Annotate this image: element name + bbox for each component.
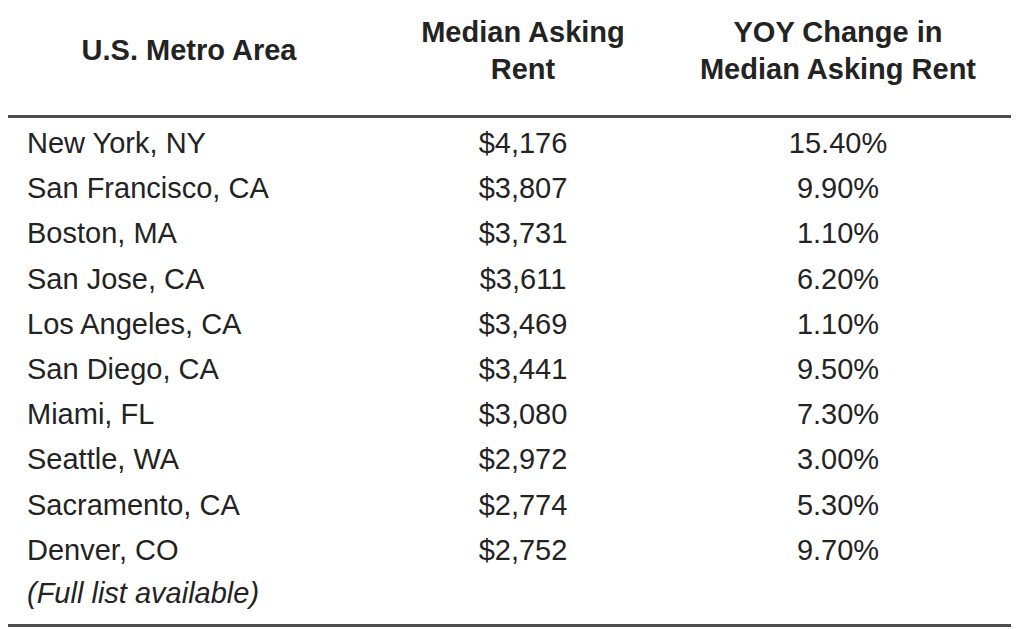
table-row: Miami, FL$3,0807.30% [8, 392, 1011, 437]
yoy-change-cell: 15.40% [676, 121, 1000, 166]
yoy-change-cell: 6.20% [676, 257, 1000, 302]
table-row: Seattle, WA$2,9723.00% [8, 437, 1011, 482]
metro-area-cell: Seattle, WA [8, 437, 370, 482]
column-header-yoy-change: YOY Change inMedian Asking Rent [676, 14, 1000, 88]
table-row: New York, NY$4,17615.40% [8, 121, 1011, 166]
yoy-change-cell: 5.30% [676, 483, 1000, 528]
table-row: Los Angeles, CA$3,4691.10% [8, 302, 1011, 347]
table-body: New York, NY$4,17615.40%San Francisco, C… [8, 118, 1011, 573]
table-row: San Francisco, CA$3,8079.90% [8, 166, 1011, 211]
median-rent-cell: $2,972 [370, 437, 676, 482]
header-line: Median Asking Rent [676, 51, 1000, 88]
median-rent-cell: $3,080 [370, 392, 676, 437]
metro-area-cell: Los Angeles, CA [8, 302, 370, 347]
yoy-change-cell: 9.70% [676, 528, 1000, 573]
table-row: San Diego, CA$3,4419.50% [8, 347, 1011, 392]
yoy-change-cell: 9.50% [676, 347, 1000, 392]
median-rent-cell: $4,176 [370, 121, 676, 166]
table-bottom-rule [8, 624, 1011, 627]
header-line: YOY Change in [676, 14, 1000, 51]
table-row: Denver, CO$2,7529.70% [8, 528, 1011, 573]
table-row: Sacramento, CA$2,7745.30% [8, 483, 1011, 528]
header-line: Median Asking [370, 14, 676, 51]
metro-area-cell: Miami, FL [8, 392, 370, 437]
yoy-change-cell: 1.10% [676, 211, 1000, 256]
metro-area-cell: Boston, MA [8, 211, 370, 256]
metro-area-cell: Denver, CO [8, 528, 370, 573]
metro-area-cell: San Jose, CA [8, 257, 370, 302]
table-header-row: U.S. Metro Area Median AskingRent YOY Ch… [8, 0, 1011, 118]
full-list-note: (Full list available) [0, 573, 1024, 613]
median-rent-cell: $3,731 [370, 211, 676, 256]
median-rent-cell: $3,807 [370, 166, 676, 211]
yoy-change-cell: 1.10% [676, 302, 1000, 347]
column-header-median-asking-rent: Median AskingRent [370, 14, 676, 88]
yoy-change-cell: 9.90% [676, 166, 1000, 211]
rent-table: U.S. Metro Area Median AskingRent YOY Ch… [0, 0, 1024, 629]
metro-area-cell: Sacramento, CA [8, 483, 370, 528]
metro-area-cell: New York, NY [8, 121, 370, 166]
header-line: U.S. Metro Area [8, 32, 370, 69]
metro-area-cell: San Francisco, CA [8, 166, 370, 211]
median-rent-cell: $3,611 [370, 257, 676, 302]
yoy-change-cell: 7.30% [676, 392, 1000, 437]
yoy-change-cell: 3.00% [676, 437, 1000, 482]
median-rent-cell: $2,752 [370, 528, 676, 573]
header-line: Rent [370, 51, 676, 88]
median-rent-cell: $2,774 [370, 483, 676, 528]
column-header-metro-area: U.S. Metro Area [8, 32, 370, 69]
median-rent-cell: $3,441 [370, 347, 676, 392]
metro-area-cell: San Diego, CA [8, 347, 370, 392]
median-rent-cell: $3,469 [370, 302, 676, 347]
table-row: Boston, MA$3,7311.10% [8, 211, 1011, 256]
table-row: San Jose, CA$3,6116.20% [8, 257, 1011, 302]
